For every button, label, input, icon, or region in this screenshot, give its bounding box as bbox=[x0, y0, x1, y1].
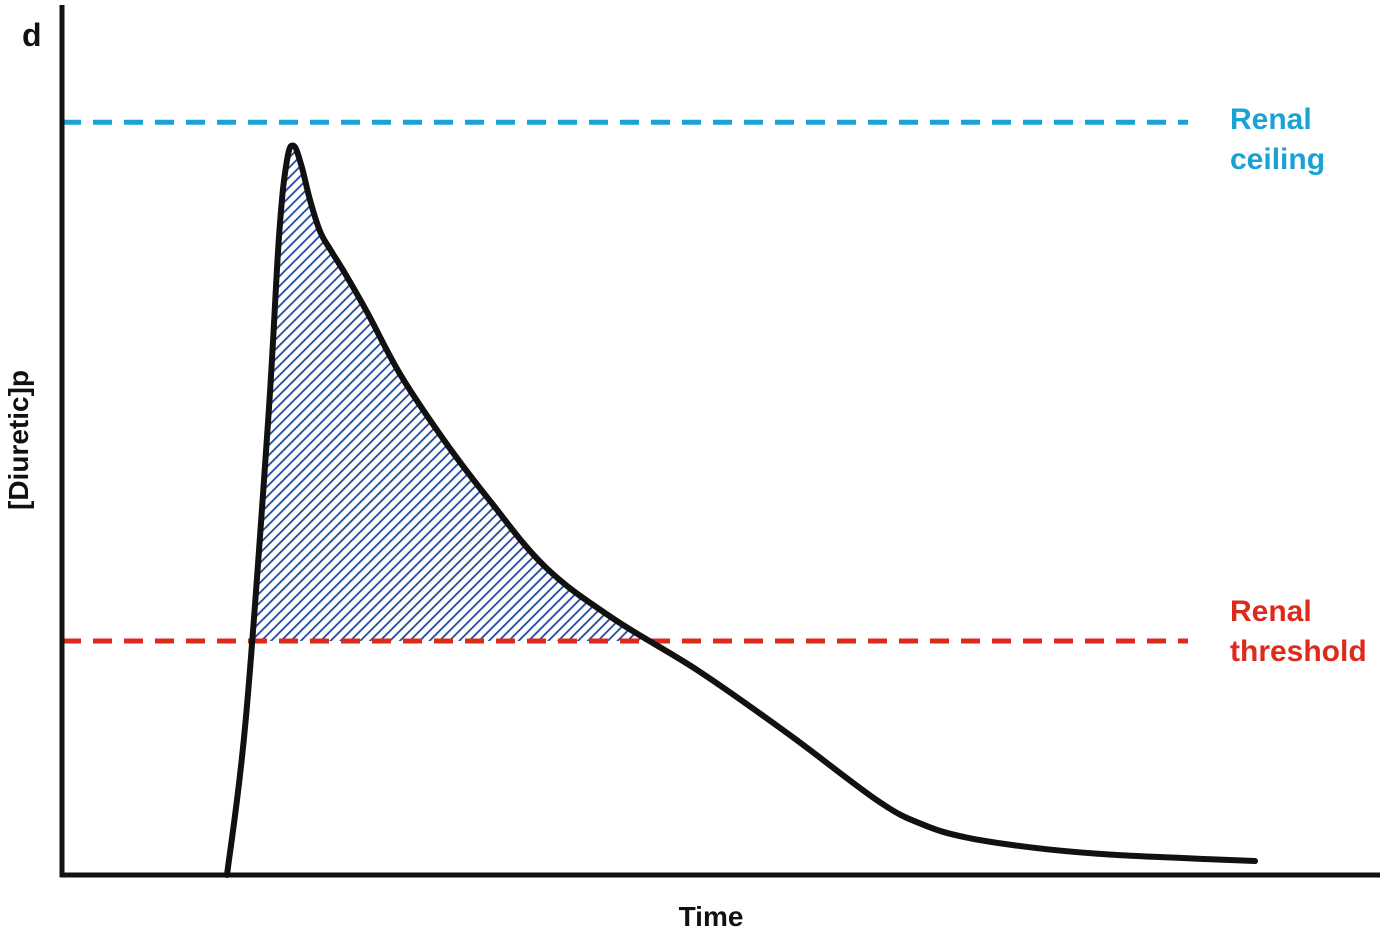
renal-threshold-label: Renal threshold bbox=[1230, 595, 1367, 668]
panel-label: d bbox=[22, 17, 42, 53]
concentration-curve bbox=[224, 142, 1258, 878]
renal-ceiling-label: Renal ceiling bbox=[1230, 103, 1325, 176]
renal-threshold-label-line-2: threshold bbox=[1230, 635, 1367, 668]
renal-ceiling-label-line-1: Renal bbox=[1230, 103, 1312, 136]
hatched-area bbox=[227, 145, 1255, 641]
y-axis-label: [Diuretic]p bbox=[3, 370, 34, 510]
renal-ceiling-label-line-2: ceiling bbox=[1230, 143, 1325, 176]
x-axis-label: Time bbox=[679, 901, 744, 932]
renal-threshold-label-line-1: Renal bbox=[1230, 595, 1312, 628]
